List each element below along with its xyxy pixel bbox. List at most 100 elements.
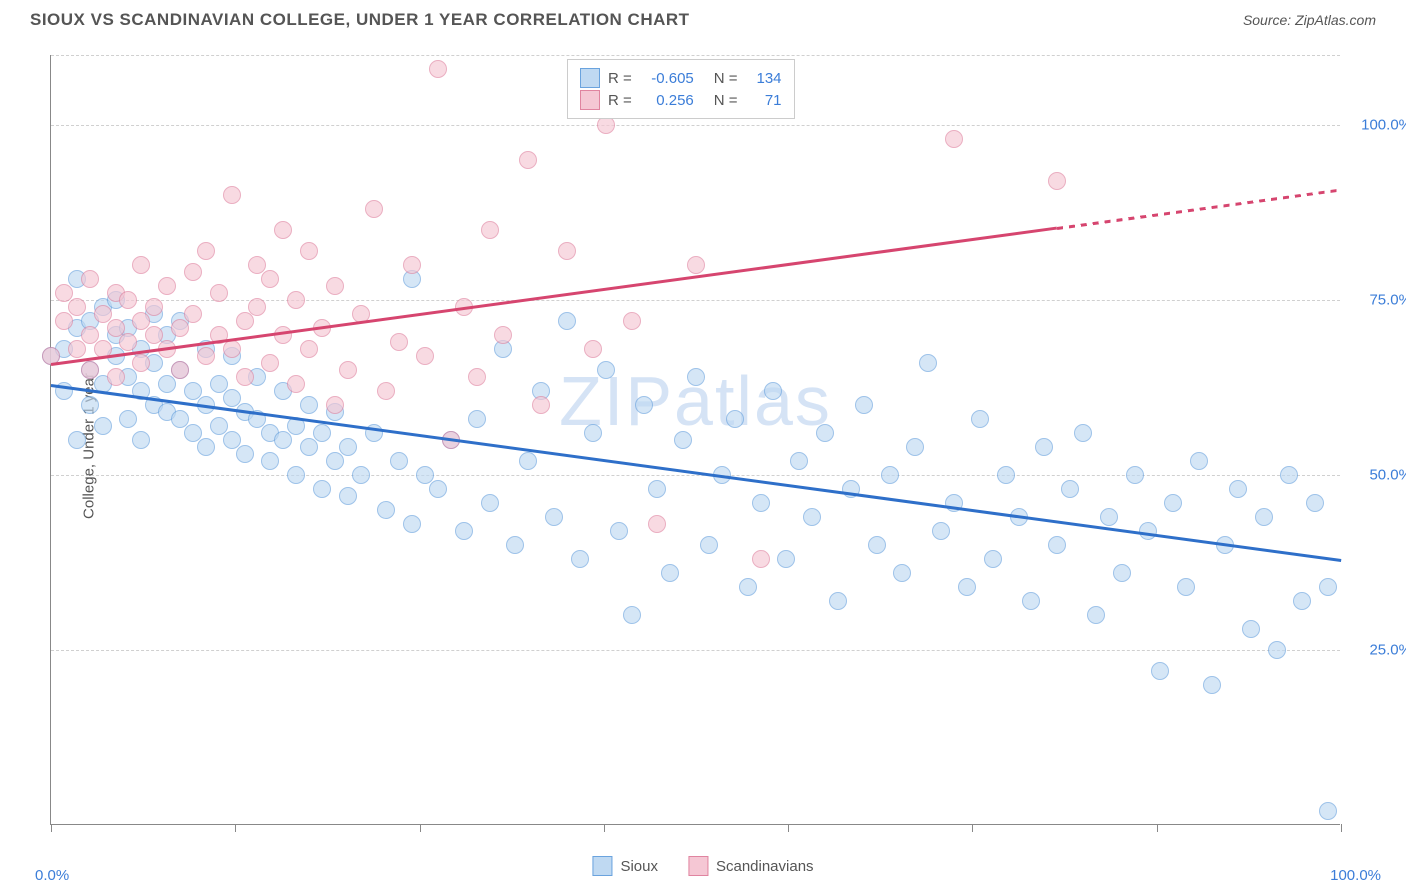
- scatter-point: [726, 410, 744, 428]
- scatter-point: [1022, 592, 1040, 610]
- scatter-point: [803, 508, 821, 526]
- grid-line: [51, 55, 1340, 56]
- x-tick: [235, 824, 236, 832]
- scatter-point: [132, 354, 150, 372]
- y-tick-label: 25.0%: [1369, 642, 1406, 659]
- bottom-legend: SiouxScandinavians: [592, 856, 813, 876]
- chart-title: SIOUX VS SCANDINAVIAN COLLEGE, UNDER 1 Y…: [30, 10, 690, 30]
- scatter-point: [403, 515, 421, 533]
- scatter-point: [261, 452, 279, 470]
- scatter-point: [545, 508, 563, 526]
- scatter-point: [81, 396, 99, 414]
- scatter-point: [326, 396, 344, 414]
- scatter-point: [287, 466, 305, 484]
- scatter-point: [429, 60, 447, 78]
- scatter-point: [1035, 438, 1053, 456]
- x-tick: [51, 824, 52, 832]
- scatter-point: [236, 368, 254, 386]
- correlation-legend: R =-0.605N =134R =0.256N =71: [567, 59, 795, 119]
- scatter-point: [648, 515, 666, 533]
- scatter-point: [623, 606, 641, 624]
- scatter-point: [1048, 536, 1066, 554]
- y-tick-label: 100.0%: [1361, 117, 1406, 134]
- scatter-point: [468, 368, 486, 386]
- scatter-point: [752, 550, 770, 568]
- legend-swatch: [688, 856, 708, 876]
- scatter-point: [339, 438, 357, 456]
- scatter-point: [339, 361, 357, 379]
- scatter-point: [1203, 676, 1221, 694]
- scatter-point: [81, 361, 99, 379]
- scatter-point: [610, 522, 628, 540]
- scatter-point: [119, 291, 137, 309]
- scatter-point: [248, 298, 266, 316]
- grid-line: [51, 125, 1340, 126]
- scatter-point: [687, 256, 705, 274]
- scatter-point: [236, 445, 254, 463]
- scatter-point: [429, 480, 447, 498]
- legend-row: R =0.256N =71: [580, 90, 782, 110]
- legend-swatch: [592, 856, 612, 876]
- x-tick: [604, 824, 605, 832]
- scatter-point: [197, 347, 215, 365]
- scatter-point: [932, 522, 950, 540]
- bottom-legend-item: Sioux: [592, 856, 658, 876]
- scatter-point: [68, 431, 86, 449]
- scatter-point: [377, 501, 395, 519]
- scatter-point: [1151, 662, 1169, 680]
- scatter-point: [197, 242, 215, 260]
- scatter-point: [494, 326, 512, 344]
- x-tick: [1157, 824, 1158, 832]
- scatter-point: [171, 319, 189, 337]
- scatter-point: [558, 242, 576, 260]
- x-tick: [1341, 824, 1342, 832]
- scatter-point: [906, 438, 924, 456]
- scatter-point: [132, 256, 150, 274]
- scatter-point: [661, 564, 679, 582]
- scatter-point: [171, 361, 189, 379]
- scatter-point: [739, 578, 757, 596]
- scatter-point: [623, 312, 641, 330]
- scatter-point: [274, 326, 292, 344]
- scatter-point: [584, 340, 602, 358]
- scatter-point: [352, 466, 370, 484]
- scatter-point: [532, 396, 550, 414]
- x-tick: [788, 824, 789, 832]
- scatter-point: [971, 410, 989, 428]
- x-axis-max-label: 100.0%: [1330, 867, 1381, 884]
- x-axis-min-label: 0.0%: [35, 867, 69, 884]
- scatter-point: [1306, 494, 1324, 512]
- scatter-point: [893, 564, 911, 582]
- scatter-point: [816, 424, 834, 442]
- scatter-point: [210, 284, 228, 302]
- scatter-point: [132, 431, 150, 449]
- scatter-point: [68, 340, 86, 358]
- scatter-point: [390, 333, 408, 351]
- scatter-point: [777, 550, 795, 568]
- scatter-point: [68, 298, 86, 316]
- scatter-point: [674, 431, 692, 449]
- scatter-point: [764, 382, 782, 400]
- scatter-point: [287, 291, 305, 309]
- scatter-point: [855, 396, 873, 414]
- scatter-point: [261, 270, 279, 288]
- scatter-point: [223, 186, 241, 204]
- scatter-point: [881, 466, 899, 484]
- scatter-point: [1113, 564, 1131, 582]
- scatter-point: [377, 382, 395, 400]
- scatter-point: [700, 536, 718, 554]
- scatter-point: [635, 396, 653, 414]
- scatter-point: [984, 550, 1002, 568]
- scatter-point: [597, 361, 615, 379]
- scatter-point: [481, 221, 499, 239]
- scatter-point: [1293, 592, 1311, 610]
- grid-line: [51, 300, 1340, 301]
- scatter-point: [184, 263, 202, 281]
- scatter-point: [158, 277, 176, 295]
- scatter-point: [1177, 578, 1195, 596]
- scatter-point: [287, 375, 305, 393]
- scatter-point: [1242, 620, 1260, 638]
- scatter-point: [119, 333, 137, 351]
- x-tick: [420, 824, 421, 832]
- x-tick: [972, 824, 973, 832]
